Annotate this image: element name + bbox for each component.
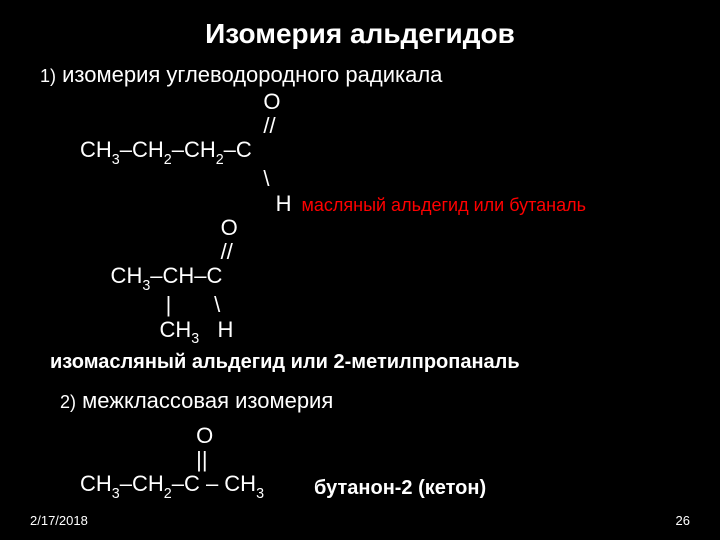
section-1-header: 1) изомерия углеводородного радикала: [40, 62, 690, 88]
f2-line3: CH3–CH–C: [80, 263, 222, 288]
ketone-label: бутанон-2 (кетон): [314, 477, 486, 499]
footer-page: 26: [676, 513, 690, 528]
f1-line1: O: [80, 89, 280, 114]
f2-line2: //: [80, 239, 233, 264]
formula-1: O // CH3–CH2–CH2–C \ H масляный альдегид…: [80, 90, 690, 216]
f1-line2: //: [80, 113, 276, 138]
section-2-header: 2) межклассовая изомерия: [60, 388, 690, 414]
iso-label-2: изомасляный альдегид или 2-метилпропанал…: [50, 351, 690, 374]
section-1-text: изомерия углеводородного радикала: [62, 62, 442, 87]
formula-3: O || CH3–CH2–C – CH3 бутанон-2 (кетон): [80, 424, 690, 501]
f1-line3: CH3–CH2–CH2–C: [80, 137, 252, 162]
content-area: 1) изомерия углеводородного радикала O /…: [0, 62, 720, 501]
f1-line5: H масляный альдегид или бутаналь: [80, 191, 586, 216]
f3-line2: ||: [80, 447, 208, 472]
f3-line3: CH3–CH2–C – CH3: [80, 472, 264, 501]
f3-line3-row: CH3–CH2–C – CH3 бутанон-2 (кетон): [80, 472, 690, 501]
footer: 2/17/2018 26: [30, 513, 690, 528]
section-2-num: 2): [60, 392, 76, 412]
f2-line1: O: [80, 215, 238, 240]
formula-2: O // CH3–CH–C | \ CH3 H: [80, 216, 690, 347]
f3-line1: O: [80, 423, 213, 448]
f1-line4: \: [80, 166, 269, 191]
section-2-text: межклассовая изомерия: [82, 388, 333, 413]
footer-date: 2/17/2018: [30, 513, 88, 528]
slide-title: Изомерия альдегидов: [0, 0, 720, 62]
annotation-1: масляный альдегид или бутаналь: [291, 195, 586, 215]
f2-line4: | \: [80, 292, 220, 317]
section-1-num: 1): [40, 66, 56, 86]
f2-line5: CH3 H: [80, 317, 233, 342]
